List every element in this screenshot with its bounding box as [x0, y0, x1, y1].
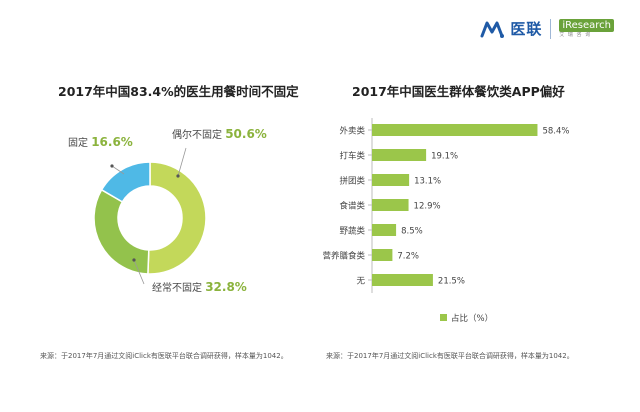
logo-divider [550, 18, 552, 39]
source-note-left: 来源：于2017年7月通过文阅iClick有医联平台联合调研获得，样本量为104… [40, 352, 288, 360]
partner-logo: iResearch 艾 瑞 咨 询 [559, 18, 614, 39]
bar-4 [372, 199, 409, 211]
leader-line [111, 165, 125, 175]
slice-occasional [147, 161, 207, 275]
bar-3 [372, 174, 410, 186]
category-label: 打车类 [339, 151, 365, 162]
brand-logo: 医联 iResearch 艾 瑞 咨 询 [480, 18, 614, 39]
slice-label-value: 50.6% [225, 127, 267, 141]
value-label: 13.1% [414, 177, 441, 187]
category-label: 食谱类 [339, 201, 365, 212]
slice-label-name: 偶尔不固定 [172, 128, 225, 141]
slice-fixed [100, 161, 151, 203]
category-label: 无 [356, 277, 365, 287]
partner-subtitle: 艾 瑞 咨 询 [559, 31, 592, 38]
slice-label-value: 32.8% [205, 280, 247, 294]
slice-label-name: 固定 [68, 136, 91, 149]
category-label: 拼团类 [339, 176, 365, 187]
leader-dot [176, 174, 180, 178]
source-note-right: 来源：于2017年7月通过文阅iClick有医联平台联合调研获得，样本量为104… [326, 352, 574, 360]
bar-5 [372, 224, 397, 236]
value-label: 7.2% [397, 252, 419, 262]
slice-label: 固定 16.6% [68, 135, 133, 149]
slice-frequent [93, 188, 150, 275]
value-label: 19.1% [431, 152, 458, 162]
bar-1 [372, 124, 538, 136]
bar-2 [372, 149, 427, 161]
donut-chart-title: 2017年中国83.4%的医生用餐时间不固定 [58, 84, 299, 99]
category-label: 野蔬类 [339, 226, 365, 237]
brand-mark-icon [480, 21, 505, 38]
leader-line [133, 259, 145, 285]
bar-6 [372, 249, 393, 261]
category-label: 营养膳食类 [322, 251, 365, 262]
slice-label: 经常不固定 32.8% [152, 280, 247, 294]
partner-name: iResearch [559, 18, 614, 32]
leader-line [177, 147, 187, 177]
brand-name: 医联 [510, 20, 543, 38]
legend-swatch [440, 314, 447, 321]
value-label: 8.5% [401, 227, 423, 237]
category-label: 外卖类 [339, 126, 365, 137]
slice-label-name: 经常不固定 [152, 281, 205, 294]
value-label: 21.5% [438, 277, 465, 287]
slice-label: 偶尔不固定 50.6% [172, 127, 267, 141]
bar-chart-title: 2017年中国医生群体餐饮类APP偏好 [352, 84, 565, 99]
slice-label-value: 16.6% [91, 135, 133, 149]
value-label: 12.9% [414, 202, 441, 212]
leader-dot [110, 164, 114, 168]
donut-chart: 偶尔不固定 50.6% 经常不固定 32.8% 固定 16.6% [68, 127, 267, 294]
legend-label: 占比（%） [451, 313, 493, 324]
bar-7 [372, 274, 433, 286]
leader-dot [132, 258, 136, 262]
value-label: 58.4% [542, 127, 569, 137]
